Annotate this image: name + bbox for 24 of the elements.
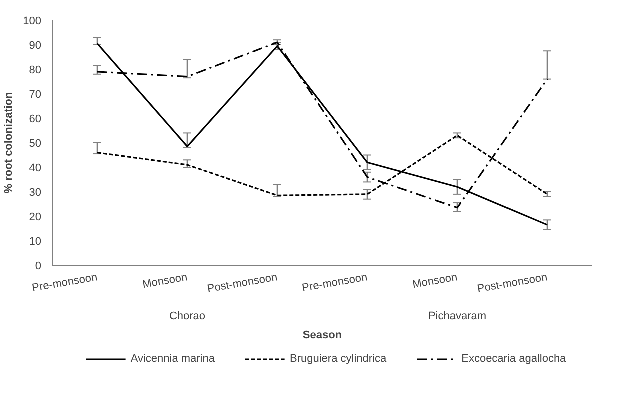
x-tick-label: Pre-monsoon xyxy=(31,272,99,295)
x-tick-label: Monsoon xyxy=(412,272,459,292)
y-tick-label: 0 xyxy=(35,260,42,272)
y-tick-label: 60 xyxy=(29,114,42,126)
x-tick-label: Post-monsoon xyxy=(476,272,549,296)
y-tick-label: 20 xyxy=(29,212,42,224)
text: Pichavaram xyxy=(428,310,487,322)
y-tick-label: 70 xyxy=(29,89,42,101)
y-tick-label: 90 xyxy=(29,40,42,52)
text: Chorao xyxy=(169,310,206,322)
legend-label: Avicennia marina xyxy=(130,353,215,365)
y-tick-label: 30 xyxy=(29,187,42,199)
x-axis-title: Season xyxy=(302,330,342,342)
x-tick-label: Post-monsoon xyxy=(206,272,279,296)
legend-label: Excoecaria agallocha xyxy=(462,353,566,365)
y-tick-label: 10 xyxy=(29,236,42,248)
y-tick-label: 80 xyxy=(29,64,42,76)
y-tick-label: 100 xyxy=(23,16,42,28)
x-tick-label: Pre-monsoon xyxy=(301,272,369,295)
y-tick-label: 40 xyxy=(29,162,42,174)
y-axis-title: % root colonization xyxy=(3,92,16,194)
x-tick-label: Monsoon xyxy=(142,272,189,292)
legend-label: Bruguiera cylindrica xyxy=(290,353,387,365)
y-tick-label: 50 xyxy=(29,138,42,150)
